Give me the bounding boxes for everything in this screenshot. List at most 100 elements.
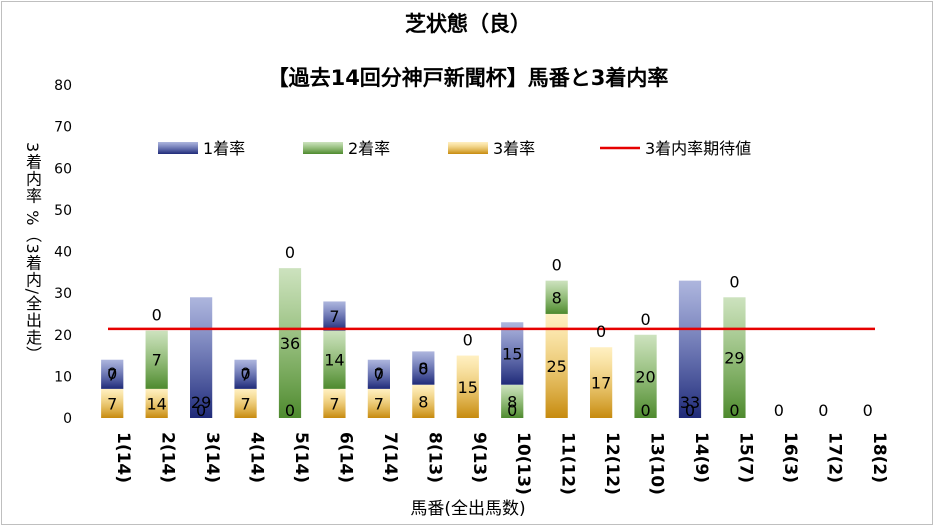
legend-swatch <box>448 142 488 154</box>
bar-2着率 <box>323 330 346 389</box>
bar-3着率 <box>323 388 346 418</box>
data-label: 0 <box>107 364 117 383</box>
y-tick-label: 80 <box>54 78 72 94</box>
legend-swatch <box>158 142 198 154</box>
data-label: 25 <box>546 357 566 376</box>
data-label: 0 <box>374 364 384 383</box>
data-label: 0 <box>640 310 650 329</box>
data-label: 29 <box>191 393 211 412</box>
data-label: 15 <box>458 378 478 397</box>
x-category-label: 8(13) <box>424 432 444 483</box>
x-category-label: 2(14) <box>158 432 178 483</box>
data-label: 7 <box>152 351 162 370</box>
bar-3着率 <box>367 388 390 418</box>
x-category-label: 12(12) <box>602 432 622 495</box>
bar-2着率 <box>145 330 168 389</box>
data-label: 0 <box>285 401 295 420</box>
data-label: 0 <box>729 272 739 291</box>
data-label: 7 <box>107 394 117 413</box>
bar-3着率 <box>145 388 168 418</box>
data-label: 0 <box>196 401 206 420</box>
data-label: 0 <box>685 401 695 420</box>
data-label: 0 <box>596 322 606 341</box>
legend-label: 1着率 <box>203 139 245 158</box>
legend-label: 3着率 <box>493 139 535 158</box>
data-label: 33 <box>680 393 700 412</box>
x-category-label: 5(14) <box>291 432 311 483</box>
bar-1着率 <box>101 359 124 389</box>
bar-1着率 <box>190 297 213 418</box>
x-axis-label: 馬番(全出馬数) <box>410 499 526 519</box>
bar-1着率 <box>501 322 524 385</box>
x-category-label: 11(12) <box>558 432 578 495</box>
bar-1着率 <box>678 280 702 418</box>
bar-1着率 <box>367 359 390 389</box>
bar-3着率 <box>545 313 568 418</box>
data-label: 7 <box>374 365 384 384</box>
data-label: 8 <box>507 392 517 411</box>
x-category-label: 7(14) <box>380 432 400 483</box>
data-label: 8 <box>552 288 562 307</box>
data-label: 7 <box>329 307 339 326</box>
x-category-label: 1(14) <box>113 432 133 483</box>
y-tick-label: 10 <box>54 369 72 385</box>
bar-3着率 <box>456 355 479 418</box>
x-category-label: 13(10) <box>647 432 667 495</box>
data-label: 36 <box>280 334 300 353</box>
data-label: 0 <box>507 401 517 420</box>
data-label: 7 <box>240 394 250 413</box>
data-label: 20 <box>635 367 655 386</box>
data-label: 0 <box>240 364 250 383</box>
data-label: 14 <box>324 351 344 370</box>
data-label: 8 <box>418 392 428 411</box>
x-category-label: 10(13) <box>513 432 533 495</box>
x-category-label: 17(2) <box>824 432 844 483</box>
data-label: 8 <box>418 359 428 378</box>
data-label: 0 <box>863 401 873 420</box>
data-label: 7 <box>240 365 250 384</box>
data-label: 0 <box>774 401 784 420</box>
x-category-label: 14(9) <box>691 432 711 483</box>
legend-label: 2着率 <box>348 139 390 158</box>
y-tick-label: 40 <box>54 245 72 261</box>
x-category-label: 15(7) <box>735 432 755 483</box>
bar-2着率 <box>634 334 657 418</box>
data-label: 7 <box>107 365 117 384</box>
x-category-label: 6(14) <box>335 432 355 483</box>
data-label: 0 <box>418 360 428 379</box>
data-label: 7 <box>374 394 384 413</box>
bar-1着率 <box>323 301 346 331</box>
y-axis-label: 3着内率 %（3着内/全出走） <box>23 142 42 364</box>
bar-2着率 <box>501 384 524 418</box>
y-tick-label: 60 <box>54 161 72 177</box>
bar-2着率 <box>278 268 302 418</box>
data-label: 0 <box>463 331 473 350</box>
x-category-label: 4(14) <box>247 432 267 483</box>
x-category-label: 9(13) <box>469 432 489 483</box>
bar-3着率 <box>590 347 613 418</box>
chart-subtitle: 【過去14回分神戸新聞杯】馬番と3着内率 <box>267 66 669 90</box>
data-label: 29 <box>724 349 744 368</box>
data-label: 0 <box>152 306 162 325</box>
data-label: 0 <box>640 401 650 420</box>
bar-3着率 <box>412 384 435 418</box>
y-tick-label: 20 <box>54 328 72 344</box>
bar-1着率 <box>412 351 435 385</box>
bar-3着率 <box>234 388 257 418</box>
data-label: 0 <box>285 243 295 262</box>
x-category-label: 18(2) <box>869 432 889 483</box>
y-tick-label: 30 <box>54 286 72 302</box>
data-label: 15 <box>502 344 522 363</box>
legend-label: 3着内率期待値 <box>645 139 751 158</box>
chart-title: 芝状態（良） <box>405 12 531 36</box>
bar-2着率 <box>545 280 568 314</box>
bar-2着率 <box>723 297 746 418</box>
data-label: 17 <box>591 374 611 393</box>
legend-swatch <box>303 142 343 154</box>
bar-1着率 <box>234 359 257 389</box>
y-tick-label: 70 <box>54 120 72 136</box>
data-label: 0 <box>552 256 562 275</box>
y-tick-label: 50 <box>54 203 72 219</box>
data-label: 7 <box>329 394 339 413</box>
